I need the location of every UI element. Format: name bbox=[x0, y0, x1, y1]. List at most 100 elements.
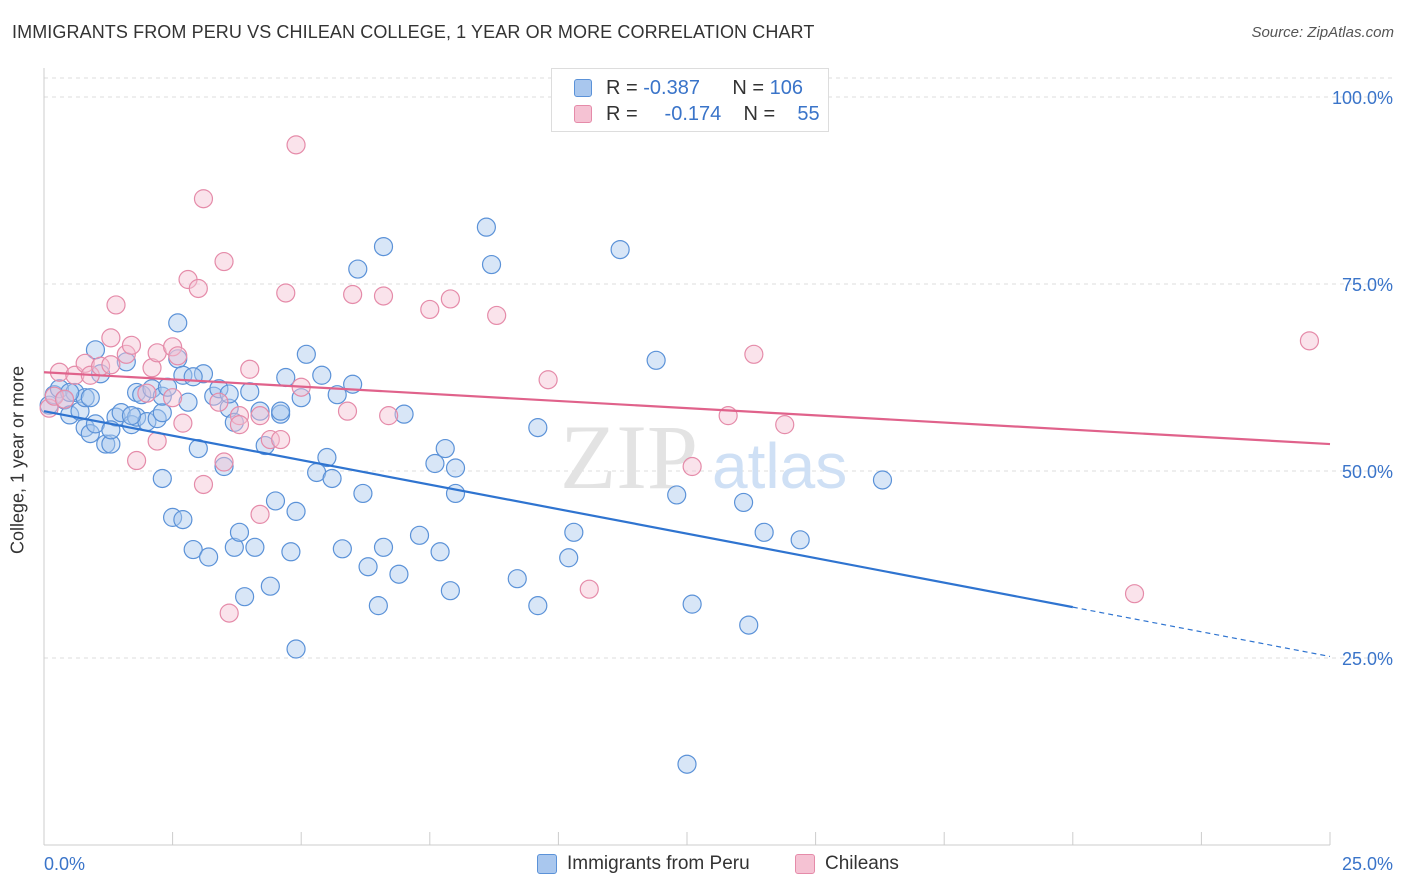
data-point-chileans bbox=[260, 429, 280, 450]
data-point-chileans bbox=[682, 456, 702, 477]
data-point-chileans bbox=[440, 289, 460, 309]
data-point-chileans bbox=[193, 189, 214, 209]
data-point-peru bbox=[240, 382, 260, 402]
legend-label-chileans: Chileans bbox=[825, 853, 899, 874]
x-tick-label-max: 25.0% bbox=[1342, 854, 1393, 874]
data-point-peru bbox=[260, 576, 280, 596]
data-point-chileans bbox=[538, 370, 558, 390]
watermark-atlas: atlas bbox=[712, 430, 847, 502]
legend-r-value-chileans: -0.174 bbox=[664, 102, 722, 125]
series-chileans-points bbox=[39, 135, 1320, 623]
y-tick-label: 25.0% bbox=[1342, 649, 1393, 669]
data-point-chileans bbox=[343, 284, 363, 305]
data-point-peru bbox=[445, 458, 466, 478]
legend-swatch-chileans bbox=[574, 105, 592, 123]
data-point-chileans bbox=[250, 504, 270, 524]
data-point-peru bbox=[183, 539, 203, 560]
data-point-chileans bbox=[775, 415, 795, 435]
data-point-peru bbox=[409, 525, 430, 545]
data-point-peru bbox=[219, 398, 239, 418]
trend-lines bbox=[43, 371, 1331, 658]
legend-row-peru: R = -0.387 N = 106 bbox=[574, 76, 803, 100]
data-point-chileans bbox=[116, 344, 136, 364]
data-point-chileans bbox=[121, 335, 142, 355]
data-point-peru bbox=[265, 491, 286, 511]
data-point-peru bbox=[224, 537, 244, 557]
data-point-chileans bbox=[487, 305, 507, 326]
data-point-peru bbox=[80, 424, 100, 444]
data-point-peru bbox=[178, 392, 198, 412]
data-point-peru bbox=[754, 522, 774, 542]
data-point-peru bbox=[147, 409, 167, 429]
y-axis-label: College, 1 year or more bbox=[7, 365, 28, 555]
data-point-chileans bbox=[744, 344, 764, 364]
data-point-chileans bbox=[142, 358, 162, 378]
data-point-chileans bbox=[54, 389, 75, 409]
data-point-peru bbox=[368, 596, 388, 616]
data-point-peru bbox=[332, 539, 352, 559]
data-point-peru bbox=[250, 401, 270, 421]
watermark-zip: ZIP bbox=[560, 406, 698, 508]
correlation-legend: R = -0.387 N = 106 R = -0.174 N = 55 bbox=[551, 68, 829, 132]
data-point-peru bbox=[219, 384, 239, 404]
data-point-peru bbox=[235, 587, 255, 607]
data-point-chileans bbox=[126, 450, 147, 471]
data-point-chileans bbox=[101, 328, 121, 348]
data-point-peru bbox=[312, 365, 332, 385]
data-point-chileans bbox=[219, 603, 239, 623]
data-point-chileans bbox=[579, 579, 599, 599]
data-point-peru bbox=[682, 594, 702, 614]
data-point-chileans bbox=[75, 353, 95, 373]
y-tick-label: 75.0% bbox=[1342, 275, 1393, 295]
legend-n-value-peru: 106 bbox=[769, 76, 803, 99]
data-point-peru bbox=[790, 530, 810, 550]
data-point-peru bbox=[667, 485, 687, 505]
data-point-peru bbox=[286, 639, 306, 659]
data-point-peru bbox=[75, 388, 95, 408]
data-point-peru bbox=[425, 453, 445, 474]
chart-title: IMMIGRANTS FROM PERU VS CHILEAN COLLEGE,… bbox=[12, 22, 815, 42]
data-point-chileans bbox=[337, 401, 358, 421]
data-point-peru bbox=[430, 542, 450, 562]
data-point-chileans bbox=[168, 346, 188, 366]
data-point-peru bbox=[389, 564, 409, 584]
data-point-peru bbox=[152, 468, 172, 489]
legend-n-label: N = bbox=[732, 76, 765, 99]
data-point-peru bbox=[440, 581, 460, 601]
data-point-peru bbox=[394, 404, 414, 424]
data-point-chileans bbox=[229, 415, 250, 435]
data-point-peru bbox=[152, 386, 172, 406]
legend-swatch-peru-bottom bbox=[537, 854, 557, 874]
bottom-legend-peru[interactable]: Immigrants from Peru bbox=[537, 852, 750, 876]
data-point-peru bbox=[677, 754, 697, 774]
data-point-peru bbox=[65, 382, 85, 403]
data-point-chileans bbox=[240, 359, 260, 379]
data-point-peru bbox=[209, 379, 229, 399]
data-point-chileans bbox=[106, 295, 126, 315]
data-point-peru bbox=[101, 434, 121, 454]
data-point-peru bbox=[528, 418, 548, 438]
data-point-peru bbox=[646, 350, 666, 370]
data-point-peru bbox=[229, 522, 250, 542]
data-point-peru bbox=[96, 434, 116, 454]
data-point-peru bbox=[445, 483, 466, 504]
data-point-peru bbox=[173, 510, 193, 530]
data-point-chileans bbox=[1124, 584, 1145, 604]
axes bbox=[43, 68, 1331, 846]
data-point-peru bbox=[476, 217, 496, 237]
data-point-peru bbox=[183, 367, 203, 387]
bottom-legend-chileans[interactable]: Chileans bbox=[795, 852, 899, 876]
data-point-chileans bbox=[373, 286, 394, 306]
data-point-peru bbox=[872, 470, 893, 490]
data-point-chileans bbox=[163, 388, 183, 408]
data-point-chileans bbox=[193, 474, 214, 495]
trend-line-peru bbox=[43, 410, 1074, 609]
data-point-peru bbox=[327, 385, 347, 405]
data-point-chileans bbox=[250, 406, 270, 426]
data-point-peru bbox=[214, 456, 234, 477]
data-point-peru bbox=[435, 438, 455, 459]
data-point-peru bbox=[353, 483, 373, 504]
data-point-peru bbox=[358, 557, 378, 577]
tick-labels: 25.0% 50.0% 75.0% 100.0% 0.0% 25.0% bbox=[44, 88, 1393, 874]
data-point-peru bbox=[152, 403, 172, 423]
